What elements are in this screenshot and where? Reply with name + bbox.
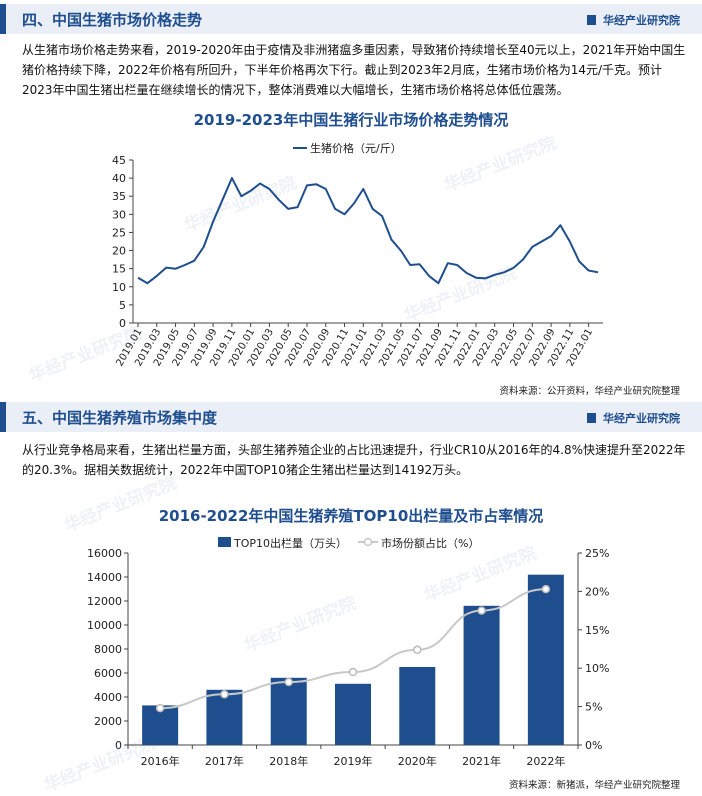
y-tick-label: 35 bbox=[112, 190, 126, 203]
x-tick-label: 2019年 bbox=[334, 754, 373, 768]
y-tick-label-right: 25% bbox=[585, 547, 609, 560]
y-tick-label-left: 2000 bbox=[94, 715, 122, 728]
y-tick-label: 30 bbox=[112, 208, 126, 221]
bar bbox=[528, 575, 564, 745]
bar bbox=[335, 684, 371, 745]
price-paragraph: 从生猪市场价格走势来看，2019-2020年由于疫情及非洲猪瘟多重因素，导致猪价… bbox=[22, 40, 686, 100]
y-tick-label: 10 bbox=[112, 281, 126, 294]
y-tick-label-right: 15% bbox=[585, 624, 609, 637]
y-tick-label-right: 10% bbox=[585, 662, 609, 675]
y-tick-label-left: 12000 bbox=[87, 595, 122, 608]
concentration-paragraph: 从行业竞争格局来看，生猪出栏量方面，头部生猪养殖企业的占比迅速提升，行业CR10… bbox=[22, 440, 686, 480]
legend-marker bbox=[365, 539, 372, 546]
share-data-point bbox=[350, 669, 357, 676]
y-tick-label-left: 16000 bbox=[87, 547, 122, 560]
y-tick-label-right: 20% bbox=[585, 585, 609, 598]
legend-label: 市场份额占比（%） bbox=[381, 536, 479, 550]
x-tick-label: 2018年 bbox=[269, 754, 308, 768]
header-accent bbox=[0, 402, 6, 432]
y-tick-label-left: 6000 bbox=[94, 667, 122, 680]
header-accent bbox=[0, 4, 6, 34]
share-data-point bbox=[157, 705, 164, 712]
x-tick-label: 2020年 bbox=[398, 754, 437, 768]
y-tick-label: 45 bbox=[112, 154, 126, 167]
share-data-point bbox=[221, 691, 228, 698]
brand-label: 华经产业研究院 bbox=[587, 12, 680, 28]
x-tick-label: 2022年 bbox=[526, 754, 565, 768]
brand-name: 华经产业研究院 bbox=[603, 412, 680, 425]
y-tick-label-right: 5% bbox=[585, 701, 602, 714]
y-tick-label-left: 8000 bbox=[94, 643, 122, 656]
chart-title: 2019-2023年中国生猪行业市场价格走势情况 bbox=[0, 109, 702, 130]
source-note: 资料来源：新猪派，华经产业研究院整理 bbox=[509, 777, 680, 791]
y-tick-label: 15 bbox=[112, 263, 126, 276]
y-tick-label-left: 4000 bbox=[94, 691, 122, 704]
bar bbox=[271, 678, 307, 745]
y-tick-label: 20 bbox=[112, 245, 126, 258]
y-tick-label-left: 14000 bbox=[87, 571, 122, 584]
share-data-point bbox=[285, 679, 292, 686]
legend-swatch bbox=[218, 537, 231, 547]
x-tick-label: 2021年 bbox=[462, 754, 501, 768]
bar bbox=[399, 667, 435, 745]
share-data-point bbox=[542, 586, 549, 593]
section-header-price: 四、中国生猪市场价格走势 华经产业研究院 bbox=[0, 4, 702, 34]
legend-label: TOP10出栏量（万头） bbox=[233, 536, 347, 550]
bar bbox=[464, 606, 500, 745]
section-header-concentration: 五、中国生猪养殖市场集中度 华经产业研究院 bbox=[0, 402, 702, 432]
top10-combo-chart: TOP10出栏量（万头）市场份额占比（%）0200040006000800010… bbox=[0, 530, 702, 775]
share-data-point bbox=[414, 646, 421, 653]
x-tick-label: 2017年 bbox=[205, 754, 244, 768]
y-tick-label-left: 10000 bbox=[87, 619, 122, 632]
y-tick-label-right: 0% bbox=[585, 739, 602, 752]
source-note: 资料来源：公开资料，华经产业研究院整理 bbox=[499, 383, 680, 397]
y-tick-label: 40 bbox=[112, 172, 126, 185]
brand-logo-icon bbox=[587, 15, 596, 25]
legend-label: 生猪价格（元/斤） bbox=[310, 141, 402, 155]
brand-label: 华经产业研究院 bbox=[587, 410, 680, 426]
brand-logo-icon bbox=[587, 413, 596, 423]
brand-name: 华经产业研究院 bbox=[603, 14, 680, 27]
y-tick-label: 25 bbox=[112, 226, 126, 239]
y-tick-label: 5 bbox=[119, 299, 126, 312]
section-title: 四、中国生猪市场价格走势 bbox=[22, 9, 202, 30]
price-series-line bbox=[138, 178, 598, 283]
share-data-point bbox=[478, 607, 485, 614]
section-title: 五、中国生猪养殖市场集中度 bbox=[22, 407, 217, 428]
